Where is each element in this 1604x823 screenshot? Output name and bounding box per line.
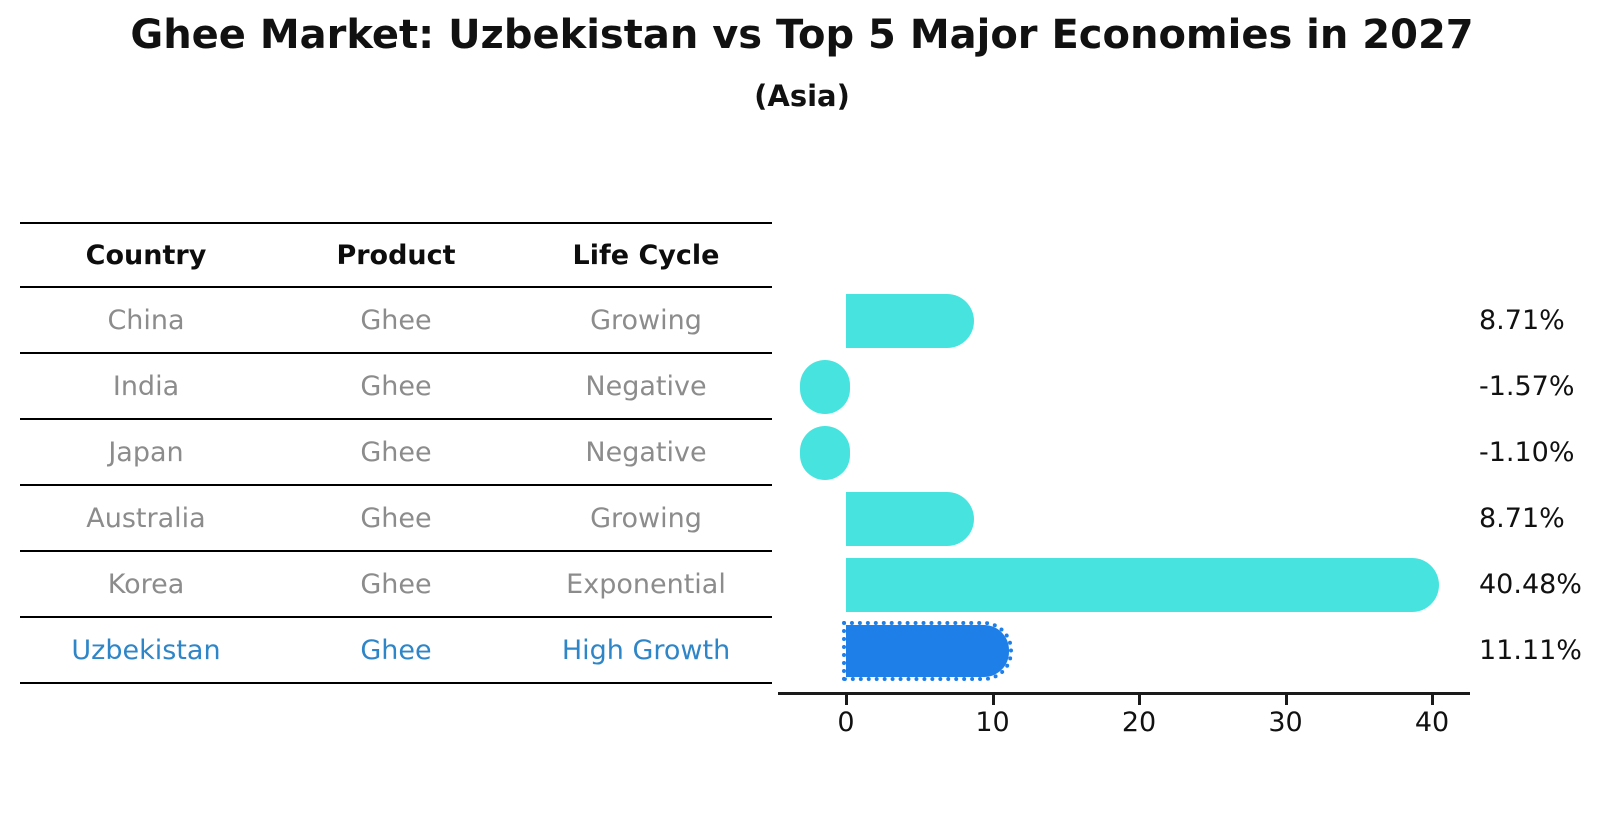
- x-axis-tick: [1431, 695, 1434, 705]
- value-label-australia: 8.71%: [1479, 503, 1565, 534]
- bar-japan: [800, 426, 850, 480]
- table-row-uzbekistan: Uzbekistan Ghee High Growth: [20, 618, 772, 684]
- table-cell-life-cycle: High Growth: [561, 634, 731, 666]
- x-axis-tick-label: 0: [837, 707, 855, 738]
- table-cell-product: Ghee: [360, 436, 432, 468]
- table-row-china: China Ghee Growing: [20, 288, 772, 354]
- chart-subtitle: (Asia): [754, 79, 850, 113]
- bar-india: [800, 360, 850, 414]
- value-label-china: 8.71%: [1479, 305, 1565, 336]
- table-header-row: Country Product Life Cycle: [20, 222, 772, 288]
- value-label-india: -1.57%: [1479, 371, 1575, 402]
- x-axis-line: [778, 692, 1470, 695]
- table-cell-country: China: [107, 304, 185, 336]
- table-cell-life-cycle: Growing: [590, 502, 702, 534]
- x-axis-tick-label: 40: [1414, 707, 1450, 738]
- table-cell-country: Australia: [86, 502, 206, 534]
- x-axis-tick: [1138, 695, 1141, 705]
- x-axis-tick: [845, 695, 848, 705]
- bar-uzbekistan: [842, 621, 1013, 681]
- table-cell-product: Ghee: [360, 370, 432, 402]
- table-row-japan: Japan Ghee Negative: [20, 420, 772, 486]
- table-row-korea: Korea Ghee Exponential: [20, 552, 772, 618]
- table-cell-life-cycle: Negative: [585, 436, 707, 468]
- x-axis-tick: [1284, 695, 1288, 705]
- table-cell-product: Ghee: [360, 634, 432, 666]
- value-label-korea: 40.48%: [1479, 569, 1582, 600]
- table-cell-country: India: [112, 370, 180, 402]
- chart-title: Ghee Market: Uzbekistan vs Top 5 Major E…: [130, 12, 1474, 58]
- table-body: China Ghee Growing India Ghee Negative Japan Gh…: [20, 288, 772, 684]
- table-cell-life-cycle: Growing: [590, 304, 702, 336]
- bar-australia: [846, 492, 974, 546]
- x-axis-tick-label: 10: [975, 707, 1010, 738]
- x-axis-tick-label: 30: [1268, 707, 1303, 738]
- table-cell-life-cycle: Exponential: [566, 568, 726, 600]
- table-row-australia: Australia Ghee Growing: [20, 486, 772, 552]
- country-table: Country Product Life Cycle China Ghee Grow…: [20, 222, 772, 684]
- table-cell-product: Ghee: [360, 568, 432, 600]
- table-cell-product: Ghee: [360, 502, 432, 534]
- x-axis-tick-label: 20: [1121, 707, 1157, 738]
- table-row-india: India Ghee Negative: [20, 354, 772, 420]
- x-axis-tick: [991, 695, 995, 705]
- value-label-japan: -1.10%: [1479, 437, 1575, 468]
- column-header-product: Product: [336, 239, 456, 271]
- table-cell-country: Korea: [107, 568, 185, 600]
- column-header-country: Country: [85, 239, 207, 271]
- value-label-uzbekistan: 11.11%: [1479, 635, 1582, 666]
- bar-korea: [846, 558, 1440, 612]
- table-cell-country: Japan: [108, 436, 184, 468]
- column-header-life-cycle: Life Cycle: [572, 239, 720, 271]
- table-cell-product: Ghee: [360, 304, 432, 336]
- table-cell-country: Uzbekistan: [71, 634, 221, 666]
- table-cell-life-cycle: Negative: [585, 370, 707, 402]
- bar-china: [846, 294, 974, 348]
